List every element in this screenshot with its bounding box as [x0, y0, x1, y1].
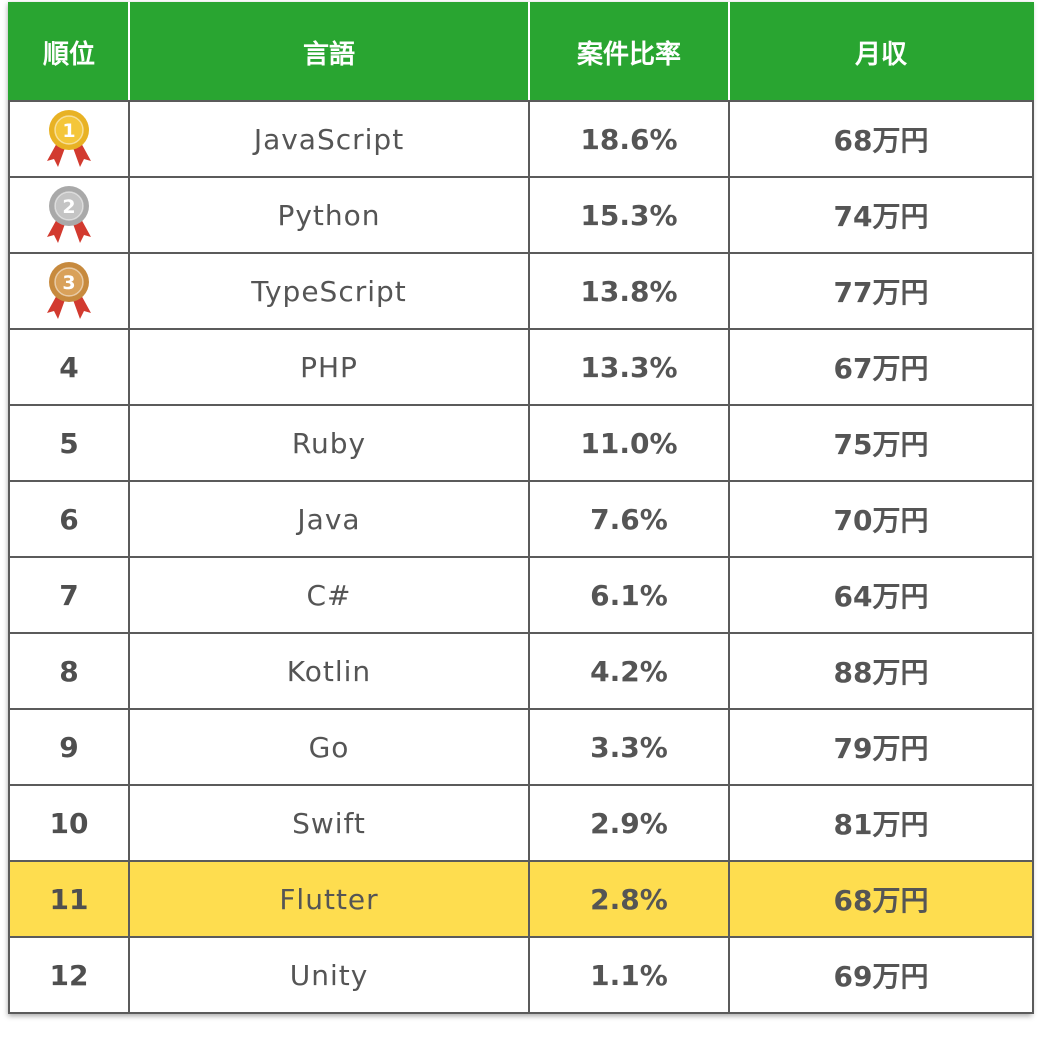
table-row: 10 Swift 2.9% 81万円 [8, 784, 1034, 862]
ratio-cell: 6.1% [528, 556, 730, 634]
medal-rank-label: 1 [62, 120, 75, 142]
rank-cell: 2 [8, 176, 130, 254]
table-row: 2 Python 15.3% 74万円 [8, 176, 1034, 254]
ratio-cell: 2.9% [528, 784, 730, 862]
medal-rank-label: 3 [62, 272, 75, 294]
language-cell: JavaScript [128, 100, 530, 178]
header-rank: 順位 [8, 2, 130, 102]
income-cell: 74万円 [728, 176, 1034, 254]
rank-cell: 8 [8, 632, 130, 710]
rank-cell: 1 [8, 100, 130, 178]
rank-number: 11 [49, 882, 89, 916]
rank-number: 7 [59, 578, 79, 612]
ratio-cell: 13.8% [528, 252, 730, 330]
language-cell: Kotlin [128, 632, 530, 710]
income-cell: 81万円 [728, 784, 1034, 862]
table-row: 8 Kotlin 4.2% 88万円 [8, 632, 1034, 710]
language-cell: Go [128, 708, 530, 786]
table-row: 4 PHP 13.3% 67万円 [8, 328, 1034, 406]
rank-cell: 6 [8, 480, 130, 558]
silver-medal-icon: 2 [47, 186, 91, 243]
table-row: 11 Flutter 2.8% 68万円 [8, 860, 1034, 938]
language-cell: Ruby [128, 404, 530, 482]
language-cell: Python [128, 176, 530, 254]
ratio-cell: 15.3% [528, 176, 730, 254]
income-cell: 70万円 [728, 480, 1034, 558]
ranking-table-container: 順位 言語 案件比率 月収 1 JavaScript 18.6% 68万円 2 Pytho… [8, 2, 1034, 1014]
rank-number: 4 [59, 350, 79, 384]
income-cell: 67万円 [728, 328, 1034, 406]
header-language: 言語 [128, 2, 530, 102]
rank-cell: 4 [8, 328, 130, 406]
rank-cell: 9 [8, 708, 130, 786]
ratio-cell: 2.8% [528, 860, 730, 938]
header-income: 月収 [728, 2, 1034, 102]
language-cell: Unity [128, 936, 530, 1014]
language-cell: TypeScript [128, 252, 530, 330]
table-row: 12 Unity 1.1% 69万円 [8, 936, 1034, 1014]
table-row: 3 TypeScript 13.8% 77万円 [8, 252, 1034, 330]
ratio-cell: 3.3% [528, 708, 730, 786]
language-cell: PHP [128, 328, 530, 406]
income-cell: 77万円 [728, 252, 1034, 330]
gold-medal-icon: 1 [47, 110, 91, 167]
language-cell: C# [128, 556, 530, 634]
ratio-cell: 4.2% [528, 632, 730, 710]
rank-cell: 3 [8, 252, 130, 330]
ratio-cell: 7.6% [528, 480, 730, 558]
ratio-cell: 1.1% [528, 936, 730, 1014]
rank-number: 8 [59, 654, 79, 688]
rank-number: 5 [59, 426, 79, 460]
header-row: 順位 言語 案件比率 月収 [8, 2, 1034, 102]
table-header: 順位 言語 案件比率 月収 [8, 2, 1034, 102]
rank-cell: 12 [8, 936, 130, 1014]
table-row: 1 JavaScript 18.6% 68万円 [8, 100, 1034, 178]
rank-cell: 11 [8, 860, 130, 938]
rank-number: 9 [59, 730, 79, 764]
income-cell: 68万円 [728, 860, 1034, 938]
income-cell: 69万円 [728, 936, 1034, 1014]
income-cell: 75万円 [728, 404, 1034, 482]
table-body: 1 JavaScript 18.6% 68万円 2 Python 15.3% 74万円 3 Typ… [8, 100, 1034, 1014]
bronze-medal-icon: 3 [47, 262, 91, 319]
language-cell: Java [128, 480, 530, 558]
rank-number: 6 [59, 502, 79, 536]
ratio-cell: 11.0% [528, 404, 730, 482]
language-cell: Swift [128, 784, 530, 862]
language-cell: Flutter [128, 860, 530, 938]
table-row: 6 Java 7.6% 70万円 [8, 480, 1034, 558]
ratio-cell: 18.6% [528, 100, 730, 178]
medal-rank-label: 2 [62, 196, 75, 218]
table-row: 7 C# 6.1% 64万円 [8, 556, 1034, 634]
ratio-cell: 13.3% [528, 328, 730, 406]
income-cell: 88万円 [728, 632, 1034, 710]
income-cell: 79万円 [728, 708, 1034, 786]
rank-cell: 5 [8, 404, 130, 482]
rank-cell: 7 [8, 556, 130, 634]
header-ratio: 案件比率 [528, 2, 730, 102]
table-row: 5 Ruby 11.0% 75万円 [8, 404, 1034, 482]
language-ranking-table: 順位 言語 案件比率 月収 1 JavaScript 18.6% 68万円 2 Pytho… [8, 2, 1034, 1014]
rank-number: 10 [49, 806, 89, 840]
income-cell: 68万円 [728, 100, 1034, 178]
rank-cell: 10 [8, 784, 130, 862]
income-cell: 64万円 [728, 556, 1034, 634]
rank-number: 12 [49, 958, 89, 992]
table-row: 9 Go 3.3% 79万円 [8, 708, 1034, 786]
